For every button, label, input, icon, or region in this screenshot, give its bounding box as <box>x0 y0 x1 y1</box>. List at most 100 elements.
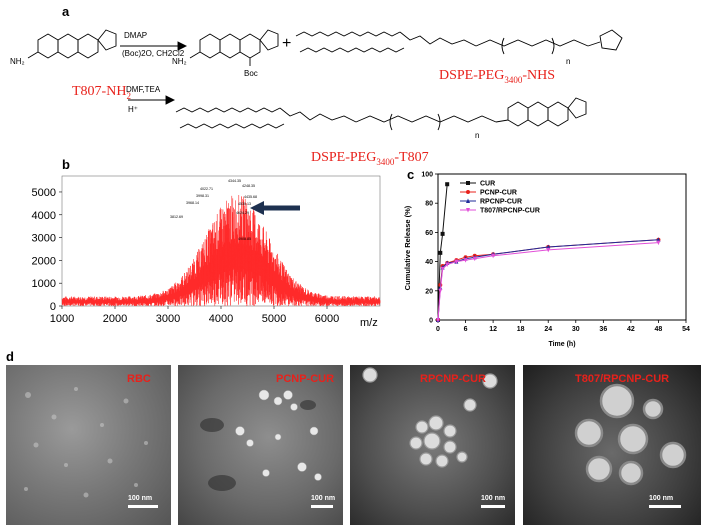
legend-item: CUR <box>460 181 495 188</box>
ms-ytick-label: 0 <box>50 301 56 313</box>
data-point <box>463 258 468 263</box>
data-point <box>438 250 443 255</box>
label-dspe-peg-t807: DSPE-PEG3400-T807 <box>311 150 429 167</box>
panel-label-b: b <box>62 157 70 172</box>
ms-ytick-label: 2000 <box>32 255 56 267</box>
legend-marker <box>466 198 470 203</box>
series-t807-rpcnp-cur <box>436 240 661 323</box>
boc-label: Boc <box>244 69 258 78</box>
panel-label-d: d <box>6 349 14 364</box>
ms-spectrum-line <box>61 194 381 307</box>
scale-bar-rbc <box>128 505 158 508</box>
reagent-dmap: DMAP <box>124 31 147 40</box>
data-point <box>546 244 551 249</box>
legend-item: PCNP-CUR <box>460 190 517 197</box>
ms-xlabel: m/z <box>360 317 378 329</box>
release-xtick-label: 24 <box>544 326 552 333</box>
legend-label: PCNP-CUR <box>480 190 517 197</box>
ms-peak-label: 4624.29 <box>236 211 249 215</box>
ms-ytick-label: 3000 <box>32 233 56 245</box>
data-point <box>491 253 496 259</box>
ms-ytick-label: 5000 <box>32 187 56 199</box>
release-xtick-label: 0 <box>436 326 440 333</box>
ms-xtick-label: 6000 <box>315 313 339 325</box>
reagent-acid: H⁺ <box>128 105 138 114</box>
ms-peak-label: 4248.35 <box>242 184 255 188</box>
scale-bar-t807-rpcnp-cur <box>649 505 681 508</box>
data-point <box>436 318 440 323</box>
release-ylabel: Cumulative Release (%) <box>403 205 412 290</box>
ms-xtick-label: 5000 <box>262 313 286 325</box>
scale-text-rbc: 100 nm <box>128 495 153 502</box>
release-plot-frame <box>437 173 687 321</box>
label-dspe-peg-nhs: DSPE-PEG3400-NHS <box>439 68 556 85</box>
ms-peak-label: 3998.31 <box>196 194 209 198</box>
data-point <box>440 266 445 272</box>
data-point <box>656 240 661 246</box>
release-xtick-label: 30 <box>572 326 580 333</box>
ms-ytick-label: 4000 <box>32 210 56 222</box>
n-label-nhs: n <box>566 57 570 66</box>
reagent-boc2o: (Boc)2O, CH2Cl2 <box>122 49 185 58</box>
ms-peak-label: 4530.13 <box>238 202 251 206</box>
ms-xtick-label: 2000 <box>103 313 127 325</box>
release-xtick-label: 12 <box>489 326 497 333</box>
boc-t807-structure <box>189 29 279 66</box>
release-xtick-label: 54 <box>682 326 690 333</box>
data-point <box>445 182 450 187</box>
t807-nh2-structure <box>27 29 117 59</box>
data-point <box>454 259 459 265</box>
legend-marker <box>466 181 470 185</box>
data-point <box>445 262 450 268</box>
dspe-peg-t807-structure <box>175 97 587 131</box>
release-ytick-label: 60 <box>425 230 433 237</box>
data-point <box>546 247 551 253</box>
data-point <box>472 256 477 262</box>
release-xtick-label: 42 <box>627 326 635 333</box>
reagent-dmf-tea: DMF,TEA <box>126 85 161 94</box>
release-xlabel: Time (h) <box>548 341 575 348</box>
tem-image-rpcnp-cur: RPCNP-CUR 100 nm <box>350 365 515 525</box>
data-point <box>440 231 445 236</box>
ms-peak-label: 4908.85 <box>238 237 251 241</box>
ms-arrow-icon <box>250 201 300 215</box>
legend-label: CUR <box>480 181 495 188</box>
scale-text-pcnp-cur: 100 nm <box>311 495 336 502</box>
ms-peak-label: 4022.71 <box>200 187 213 191</box>
release-ytick-label: 80 <box>425 201 433 208</box>
label-t807-nh2: T807-NH2 <box>72 84 131 101</box>
legend-marker <box>466 190 470 194</box>
series-line <box>437 242 659 321</box>
legend-item: RPCNP-CUR <box>460 198 522 206</box>
ms-xtick-label: 4000 <box>209 313 233 325</box>
ms-xtick-label: 3000 <box>156 313 180 325</box>
ms-ytick-label: 1000 <box>32 278 56 290</box>
tem-image-rbc: RBC 100 nm <box>6 365 171 525</box>
ms-peak-label: 4344.35 <box>228 179 241 183</box>
ms-peak-label: 3968.14 <box>186 201 199 205</box>
release-xtick-label: 36 <box>599 326 607 333</box>
ms-peak-label: 3812.69 <box>170 215 183 219</box>
release-xtick-label: 48 <box>655 326 663 333</box>
tem-label-t807-rpcnp-cur: T807/RPCNP-CUR <box>575 373 670 385</box>
plus-sign: + <box>282 35 291 52</box>
scale-bar-pcnp-cur <box>311 505 333 508</box>
dspe-peg-nhs-structure <box>295 29 623 55</box>
scale-text-rpcnp-cur: 100 nm <box>481 495 506 502</box>
release-ytick-label: 100 <box>421 172 433 179</box>
legend-item: T807/RPCNP-CUR <box>460 208 540 215</box>
synthesis-scheme: DMAP (Boc)2O, CH2Cl2 Boc NH₂ NH₂ DMF,TEA… <box>10 29 623 140</box>
nh2-label-left: NH₂ <box>10 57 25 66</box>
nh2-label-boc: NH₂ <box>172 57 187 66</box>
release-ytick-label: 0 <box>429 318 433 325</box>
tem-image-pcnp-cur: PCNP-CUR 100 nm <box>178 365 343 525</box>
legend-label: RPCNP-CUR <box>480 199 522 206</box>
panel-label-a: a <box>62 4 70 19</box>
scale-bar-rpcnp-cur <box>481 505 505 508</box>
tem-label-rbc: RBC <box>127 373 151 385</box>
tem-label-rpcnp-cur: RPCNP-CUR <box>420 373 486 385</box>
data-point <box>656 237 661 242</box>
release-xtick-label: 18 <box>517 326 525 333</box>
